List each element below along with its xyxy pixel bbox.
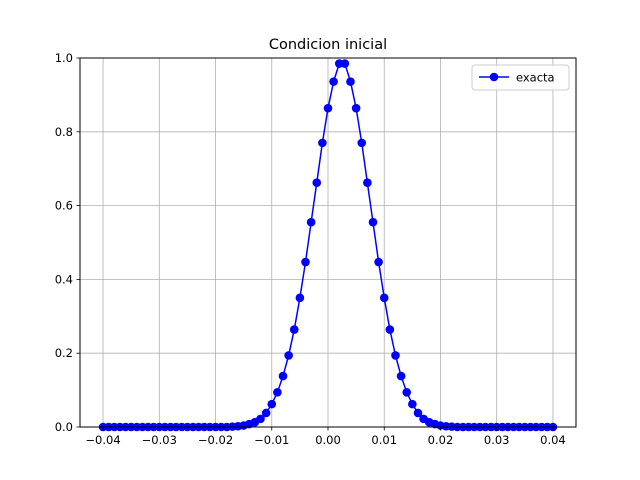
x-tick-label: 0.03 [484, 433, 510, 447]
data-point [340, 59, 350, 68]
y-tick-label: 0.0 [55, 420, 73, 434]
data-point [273, 388, 282, 397]
legend-marker [489, 72, 499, 82]
data-point [278, 371, 288, 381]
data-point [396, 371, 406, 381]
y-tick-label: 0.2 [55, 346, 73, 360]
data-point [256, 414, 265, 424]
data-point [379, 293, 389, 303]
data-point [329, 77, 338, 86]
data-point [391, 351, 400, 360]
x-tick-label: 0.01 [371, 433, 397, 447]
data-point [368, 217, 378, 227]
data-point [413, 408, 423, 418]
y-tick-label: 0.8 [55, 125, 73, 139]
data-point [261, 408, 271, 418]
data-point [351, 103, 361, 113]
data-point [385, 325, 395, 334]
data-point [306, 217, 316, 227]
y-tick-label: 0.6 [55, 199, 73, 213]
data-point [301, 257, 310, 267]
data-point [323, 103, 333, 113]
data-point [346, 77, 355, 86]
chart-title: Condicion inicial [269, 37, 387, 53]
data-point [267, 399, 277, 409]
data-point [402, 388, 412, 397]
x-tick-label: 0.04 [540, 433, 566, 447]
legend-box [471, 64, 570, 91]
ticks: −0.04 −0.03 −0.02 −0.01 0.00 0.01 0.02 0.03 0.04… [55, 51, 566, 447]
data-point [289, 325, 299, 334]
data-point [408, 399, 417, 409]
data-point [284, 351, 293, 360]
x-tick-label: 0.02 [428, 433, 454, 447]
data-point [363, 178, 372, 188]
x-tick-label: −0.02 [198, 433, 233, 447]
y-tick-label: 1.0 [55, 51, 73, 65]
x-tick-label: −0.03 [142, 433, 177, 447]
x-tick-label: −0.04 [85, 433, 120, 447]
x-tick-label: 0.00 [315, 433, 341, 447]
data-point [374, 257, 383, 267]
x-tick-label: −0.01 [254, 433, 289, 447]
data-point [357, 138, 367, 148]
data-point [312, 178, 322, 188]
legend-label: exacta [516, 71, 555, 85]
y-tick-label: 0.4 [55, 272, 73, 286]
data-point [318, 138, 327, 148]
data-point [295, 293, 305, 303]
legend: exacta [471, 64, 570, 91]
